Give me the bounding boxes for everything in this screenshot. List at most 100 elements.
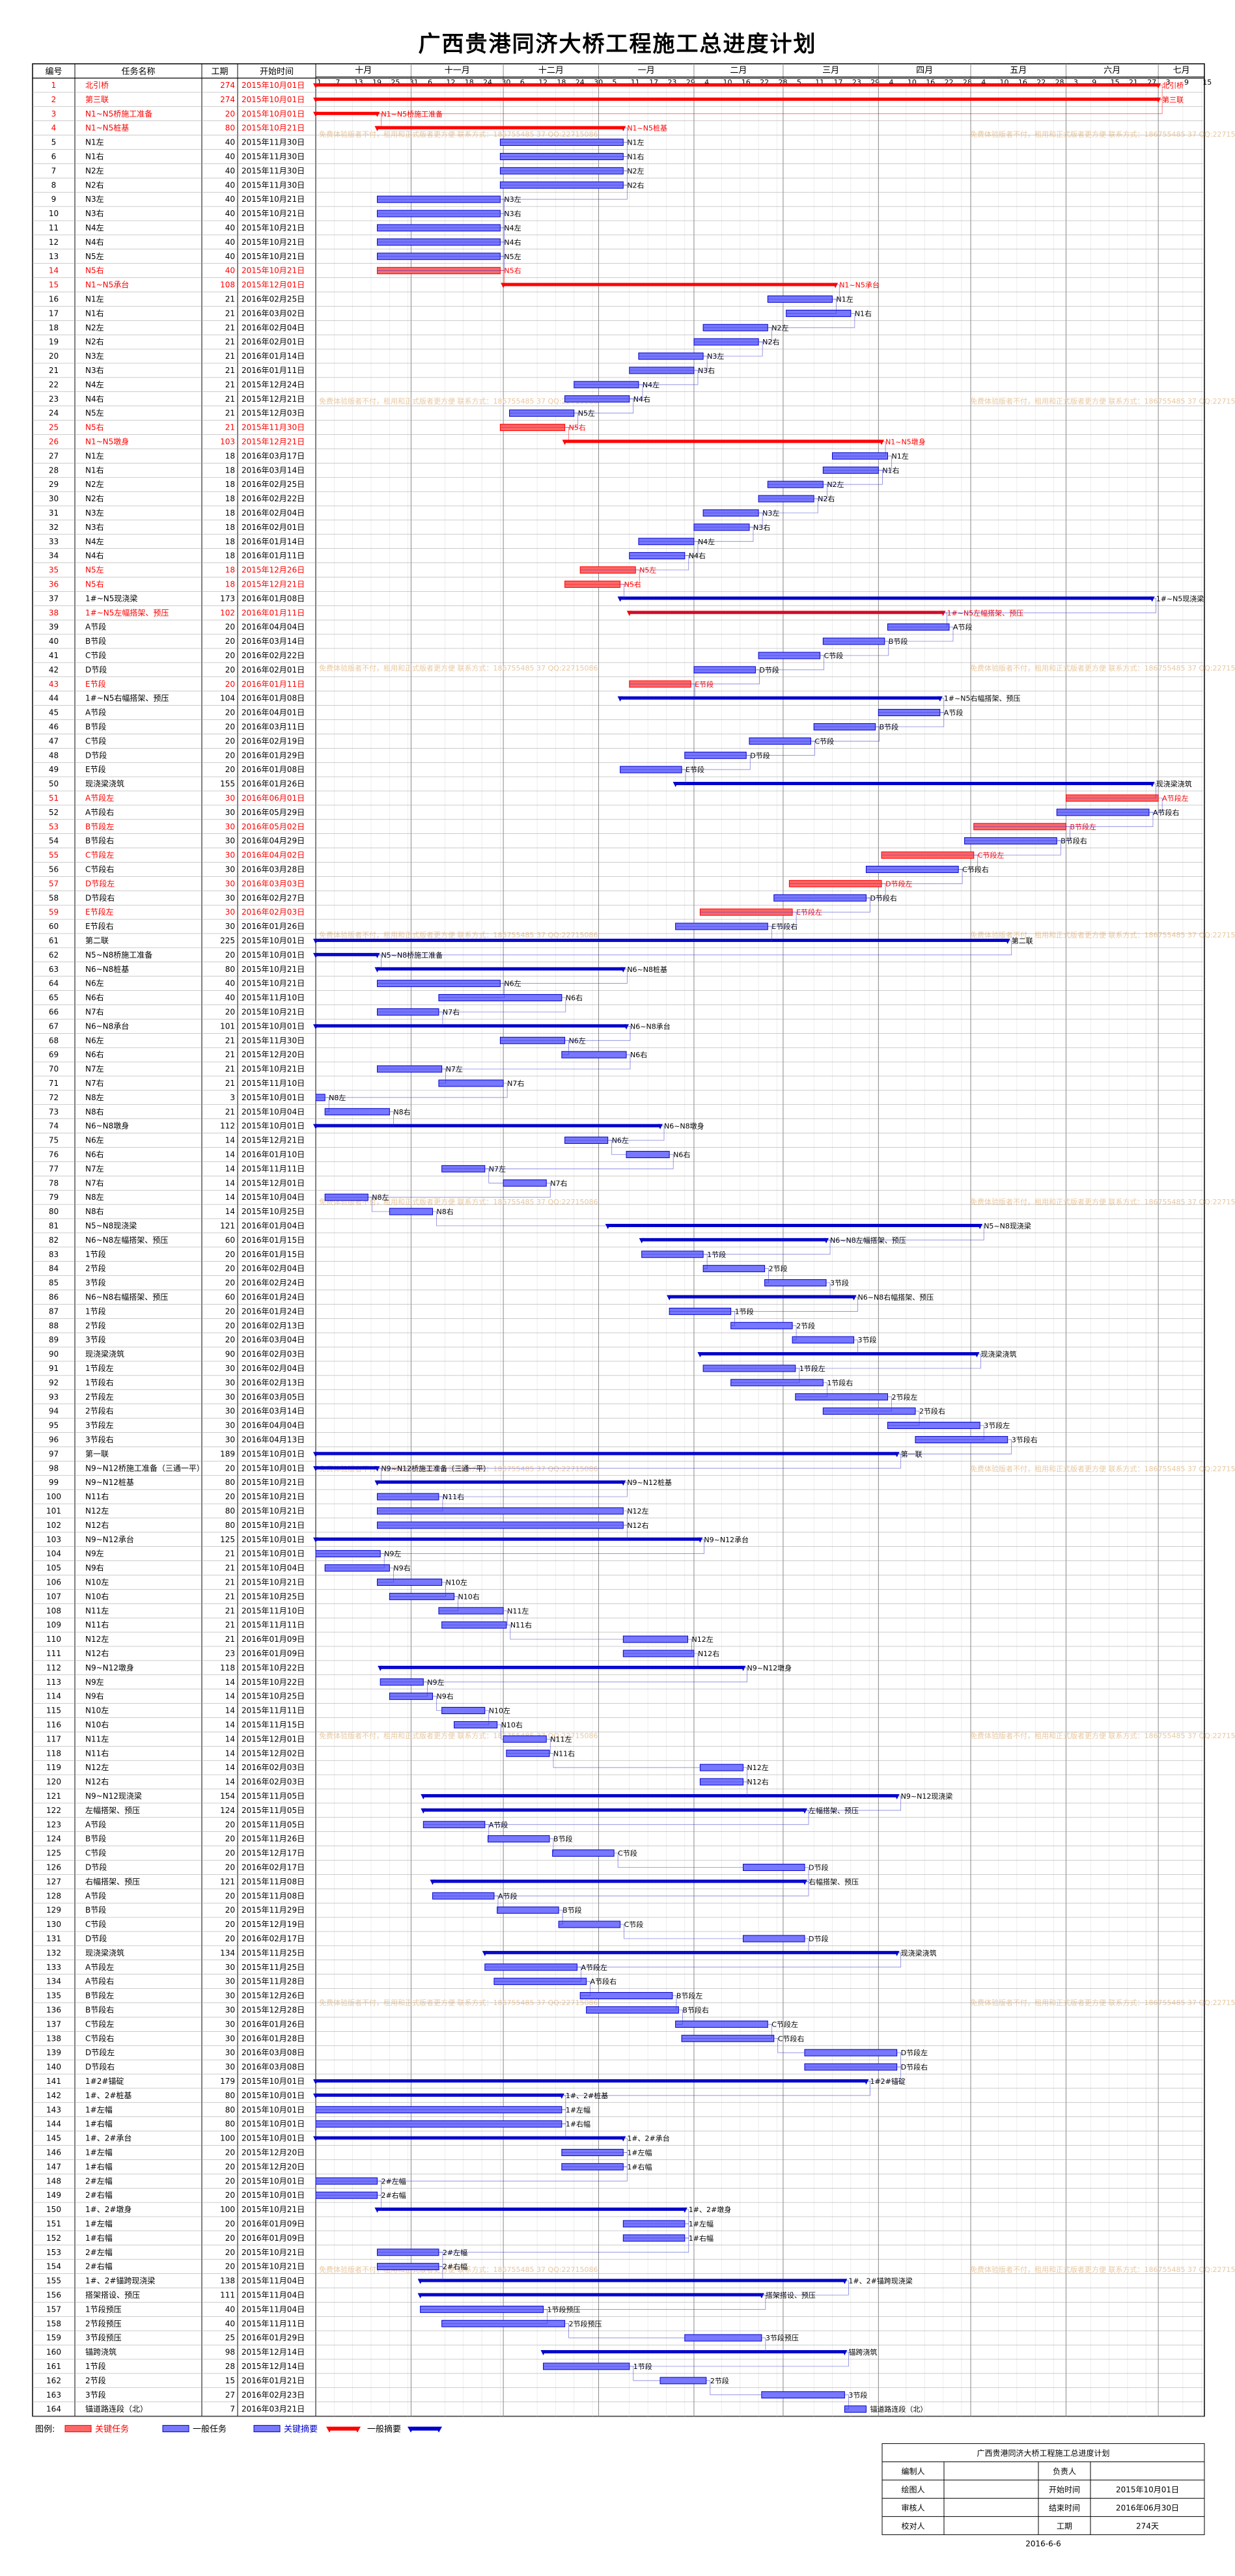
task-start: 2015年10月21日 [242, 2262, 305, 2271]
dependency-link [377, 242, 505, 257]
task-start: 2015年12月20日 [242, 2148, 305, 2157]
task-name: N5右 [85, 266, 104, 275]
task-name: N9右 [85, 1691, 104, 1701]
task-start: 2016年02月01日 [242, 523, 305, 532]
task-start: 2015年12月14日 [242, 2362, 305, 2371]
summary-bar [620, 596, 1152, 600]
task-start: 2016年04月13日 [242, 1435, 305, 1444]
task-id: 121 [46, 1792, 61, 1801]
task-duration: 274 [220, 81, 235, 90]
task-id: 117 [46, 1734, 61, 1743]
summary-end-marker [879, 439, 885, 445]
task-name: A节段 [85, 1890, 106, 1900]
bar-label: 现浇梁浇筑 [980, 1350, 1016, 1359]
task-duration: 20 [225, 1863, 235, 1872]
task-name: 1#右幅 [85, 2119, 113, 2129]
task-start: 2016年02月03日 [242, 907, 305, 917]
dependency-link [561, 1040, 569, 1055]
summary-end-marker [624, 1024, 630, 1030]
summary-start-marker [313, 1452, 318, 1458]
task-start: 2015年10月01日 [242, 1021, 305, 1031]
task-name: N4左 [85, 223, 104, 232]
watermark-text: 免费体验版者不付，租用和正式版者更方便 联系方式：186755485 37 QQ… [970, 1998, 1235, 2007]
bar-label: N1右 [627, 152, 644, 161]
task-name: 右幅搭架、预压 [85, 1876, 140, 1886]
task-duration: 20 [225, 950, 235, 960]
day-label: 6 [520, 78, 525, 87]
task-duration: 14 [225, 1164, 235, 1173]
task-duration: 30 [225, 851, 235, 860]
dependency-link [823, 456, 892, 471]
bar-label: N7右 [550, 1178, 567, 1187]
task-duration: 14 [225, 1763, 235, 1772]
task-start: 2015年11月28日 [242, 1977, 305, 1986]
dependency-link [730, 1311, 735, 1326]
task-id: 34 [49, 551, 59, 561]
task-start: 2016年01月29日 [242, 751, 305, 760]
summary-start-marker [501, 283, 506, 288]
task-name: N3右 [85, 208, 104, 218]
dependency-link [500, 128, 628, 143]
task-duration: 20 [225, 1905, 235, 1915]
task-name: 2#左幅 [85, 2176, 113, 2185]
table-frame [32, 63, 1205, 2417]
task-name: C节段右 [85, 2033, 114, 2043]
dependency-link [432, 1211, 608, 1226]
summary-bar [432, 1879, 805, 1883]
task-start: 2015年10月01日 [242, 81, 305, 90]
summary-end-marker [758, 2293, 764, 2299]
day-label: 4 [981, 78, 986, 87]
task-id: 35 [49, 566, 59, 575]
task-duration: 121 [220, 1877, 235, 1886]
task-name: 锚道路连段（北） [85, 2404, 148, 2414]
task-start: 2016年01月28日 [242, 2034, 305, 2043]
bar-label: N2左 [627, 167, 644, 175]
task-duration: 20 [225, 2191, 235, 2200]
task-duration: 20 [225, 1891, 235, 1900]
bar-label: N9~N12现浇梁 [901, 1792, 953, 1801]
task-duration: 30 [225, 1963, 235, 1972]
task-id: 105 [46, 1564, 61, 1573]
task-name: N1右 [85, 308, 104, 318]
task-name: 3节段 [85, 2390, 106, 2400]
task-start: 2016年03月14日 [242, 465, 305, 475]
task-name: N3左 [85, 508, 104, 518]
summary-start-marker [667, 1295, 673, 1301]
task-start: 2016年03月04日 [242, 1335, 305, 1344]
task-duration: 18 [225, 465, 235, 475]
task-name: N3左 [85, 194, 104, 204]
dependency-link [423, 1795, 902, 1811]
dependency-link [423, 1781, 747, 1797]
task-name: 2节段右 [85, 1406, 114, 1416]
bar-label: D节段 [809, 1934, 828, 1943]
task-name: N2左 [85, 479, 104, 489]
dependency-link [316, 85, 1163, 100]
task-duration: 23 [225, 1649, 235, 1658]
dependency-link [832, 441, 886, 456]
task-id: 111 [46, 1649, 61, 1658]
bar-label: 现浇梁浇筑 [1156, 779, 1192, 788]
dependency-link [703, 313, 855, 328]
task-name: B节段 [85, 1905, 106, 1915]
task-duration: 20 [225, 1820, 235, 1829]
task-id: 46 [49, 722, 59, 731]
task-start: 2016年01月15日 [242, 1250, 305, 1259]
task-bar [487, 1835, 550, 1843]
dependency-link [620, 1924, 743, 1939]
month-label: 四月 [916, 66, 933, 76]
task-duration: 21 [225, 294, 235, 303]
task-start: 2016年01月11日 [242, 366, 305, 375]
task-id: 17 [49, 309, 59, 318]
task-name: N12右 [85, 1777, 109, 1786]
task-start: 2016年01月11日 [242, 608, 305, 617]
task-bar [626, 1150, 670, 1158]
task-name: 1#~N5左幅搭架、预压 [85, 607, 169, 617]
task-start: 2016年01月14日 [242, 352, 305, 361]
task-start: 2015年11月29日 [242, 1905, 305, 1915]
task-id: 36 [49, 579, 59, 589]
bar-label: N11左 [550, 1735, 572, 1743]
watermark-text: 免费体验版者不付，租用和正式版者更方便 联系方式：186755485 37 QQ… [319, 1464, 598, 1473]
task-name: N9~N12现浇梁 [85, 1791, 142, 1801]
task-start: 2016年01月29日 [242, 2333, 305, 2342]
dependency-link [629, 2366, 660, 2381]
